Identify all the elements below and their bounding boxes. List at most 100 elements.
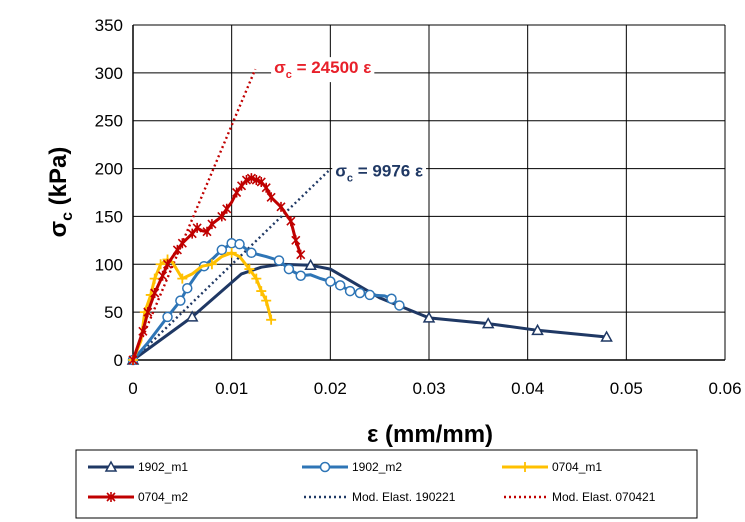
legend-marker [104, 460, 118, 472]
data-point-0704-m2 [192, 222, 202, 233]
data-point-1902-m2 [162, 311, 173, 323]
data-point-0704-m1 [226, 247, 237, 258]
data-point-0704-m1 [266, 314, 277, 325]
data-point-0704-m2 [172, 244, 182, 255]
legend-item-1902-m1: 1902_m1 [88, 460, 188, 474]
legend-item-0704-m1: 0704_m1 [502, 460, 602, 474]
y-tick-label: 0 [114, 351, 123, 370]
data-point-0704-m2 [138, 326, 148, 337]
data-point-1902-m2 [295, 270, 306, 282]
series [126, 173, 613, 366]
data-point-0704-m2 [162, 259, 173, 270]
data-point-0704-m2 [143, 307, 153, 318]
x-tick-label: 0.01 [215, 379, 248, 398]
data-point-0704-m2 [150, 288, 160, 298]
legend-item-mod-elast-190221: Mod. Elast. 190221 [304, 490, 456, 504]
legend-marker [106, 492, 116, 502]
data-point-0704-m2 [217, 211, 227, 222]
data-point-0704-m1 [261, 295, 272, 306]
data-point-0704-m2 [128, 355, 138, 365]
data-point-1902-m2 [273, 255, 285, 266]
data-point-1902-m2 [354, 287, 366, 299]
data-point-0704-m2 [202, 226, 212, 237]
y-tick-label: 250 [95, 112, 123, 131]
legend-label: 1902_m1 [138, 460, 188, 474]
data-point-1902-m2 [394, 300, 405, 311]
y-tick-label: 50 [104, 303, 123, 322]
axes: 0 50 100 150 200 250 300 350 0 0.01 0.02 0.03 0.04 0.… [95, 16, 742, 398]
series-line-1902-m1 [132, 262, 607, 362]
annotation-symbol: σ [274, 58, 286, 77]
y-tick-label: 350 [95, 16, 123, 35]
data-point-1902-m1 [600, 330, 613, 342]
annotations: σc = 24500 εσc = 9976 ε [271, 57, 427, 186]
data-point-0704-m2 [286, 216, 296, 227]
legend-label: Mod. Elast. 190221 [352, 490, 456, 504]
data-point-0704-m2 [207, 219, 217, 230]
data-point-1902-m1 [481, 317, 495, 329]
series-line-mod-elast-190221 [132, 170, 330, 361]
data-point-1902-m2 [175, 295, 186, 306]
reference-lines [131, 68, 330, 361]
data-point-1902-m2 [344, 285, 356, 297]
x-tick-label: 0.04 [511, 379, 544, 398]
legend-item-0704-m2: 0704_m2 [88, 490, 188, 504]
data-point-0704-m2 [296, 249, 306, 260]
data-point-0704-m2 [261, 182, 271, 193]
y-axis-title-symbol: σ [45, 221, 72, 237]
y-tick-label: 100 [95, 255, 123, 274]
data-point-1902-m2 [325, 276, 336, 287]
legend-label: 1902_m2 [352, 460, 402, 474]
annotation-label: σc = 24500 ε [274, 58, 371, 81]
data-point-1902-m2 [246, 247, 257, 259]
annotation-background [332, 160, 427, 186]
data-point-0704-m2 [232, 187, 242, 198]
data-point-1902-m2 [283, 263, 295, 275]
x-tick-label: 0.03 [412, 379, 445, 398]
legend-marker [520, 462, 530, 472]
data-point-0704-m1 [244, 264, 255, 275]
data-point-0704-m2 [291, 235, 301, 246]
data-point-1902-m2 [182, 282, 193, 294]
data-point-1902-m2 [216, 244, 228, 256]
data-point-0704-m2 [158, 270, 168, 281]
x-tick-label: 0.06 [708, 379, 741, 398]
data-point-1902-m2 [334, 280, 346, 291]
x-tick-label: 0.02 [314, 379, 347, 398]
annotation-subscript: c [347, 172, 353, 184]
data-point-0704-m2 [222, 203, 232, 214]
data-point-1902-m2 [364, 289, 376, 301]
data-point-0704-m1 [256, 286, 267, 297]
legend: 1902_m1 1902_m2 0704_m1 0704_m2 Mod. Elast. … [75, 449, 698, 519]
data-point-0704-m1 [149, 273, 160, 284]
y-tick-label: 150 [95, 207, 123, 226]
data-point-0704-m2 [266, 192, 276, 203]
annotation-label: σc = 9976 ε [335, 161, 423, 184]
legend-marker [319, 461, 331, 473]
data-point-0704-m2 [177, 238, 187, 249]
annotation-equation: = 9976 ε [353, 161, 423, 180]
data-point-0704-m1 [206, 259, 217, 270]
data-point-0704-m1 [251, 273, 262, 284]
annotation-equation: = 24500 ε [292, 58, 371, 77]
series-line-0704-m2 [131, 176, 303, 361]
series-0704-m2 [128, 173, 306, 365]
data-point-1902-m1 [422, 311, 436, 323]
data-point-0704-m2 [246, 173, 256, 184]
legend-item-1902-m2: 1902_m2 [302, 460, 402, 474]
legend-label: Mod. Elast. 070421 [552, 490, 656, 504]
data-point-1902-m1 [304, 258, 317, 270]
data-point-0704-m2 [241, 175, 252, 186]
data-point-0704-m1 [177, 273, 188, 284]
y-tick-label: 200 [95, 160, 123, 179]
annotation-symbol: σ [335, 161, 347, 180]
data-point-0704-m2 [251, 175, 261, 186]
x-tick-label: 0 [128, 379, 137, 398]
data-point-0704-m2 [276, 201, 286, 212]
legend-item-mod-elast-070421: Mod. Elast. 070421 [504, 490, 656, 504]
data-point-1902-m1 [531, 323, 544, 336]
legend-box [75, 449, 698, 519]
